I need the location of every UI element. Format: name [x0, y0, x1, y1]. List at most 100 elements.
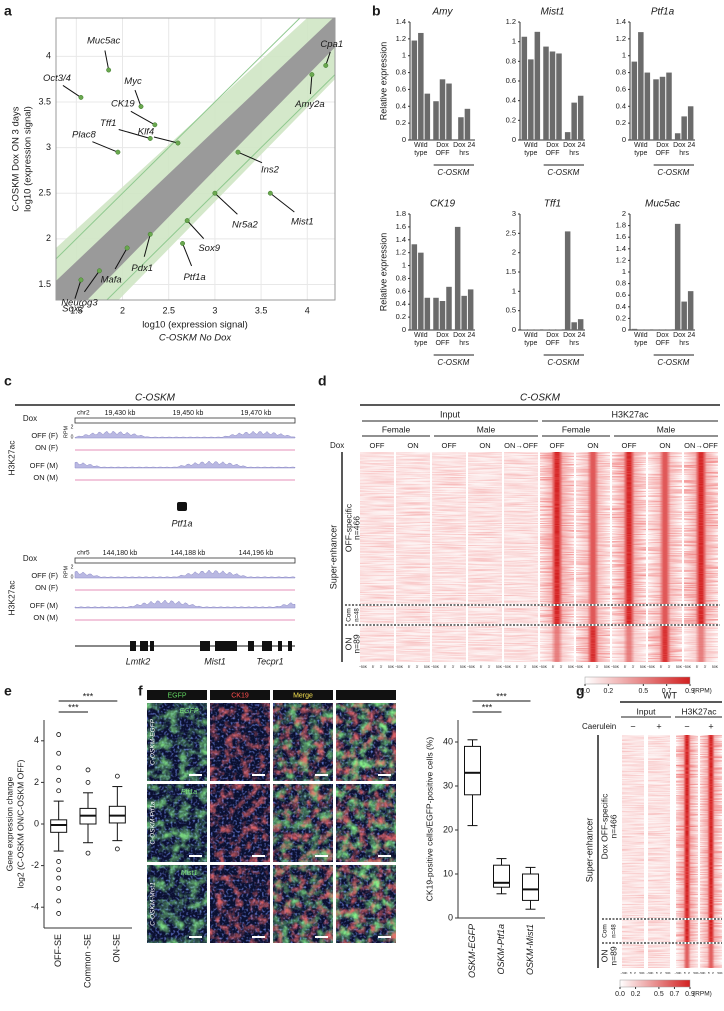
label-box: Dox 24 hrs [563, 142, 585, 157]
channel-header-bg [273, 690, 333, 700]
label-box: Dox 24 hrs [673, 332, 695, 347]
point [78, 277, 84, 283]
point [267, 190, 273, 196]
y-tick-label: 0 [34, 818, 39, 828]
leader-line [62, 84, 82, 98]
point-cloud [56, 18, 335, 300]
signal-track [74, 599, 296, 609]
channel-header: Merge [293, 692, 313, 699]
y-tick-label: 1.4 [396, 17, 406, 26]
y-tick-label: 0 [402, 325, 406, 334]
track-label: ON (M) [33, 613, 58, 622]
outlier [56, 750, 62, 756]
bar [418, 32, 424, 141]
gene-exon [262, 641, 272, 651]
bar [411, 244, 418, 330]
gene-label: Pdx1 [131, 263, 153, 274]
axis-label: 3' [380, 665, 383, 669]
heatmap-texture [700, 920, 722, 942]
gene-exon [278, 641, 282, 651]
channel-header-bg [147, 690, 207, 700]
y-tick-label: 40 [443, 736, 453, 746]
y-tick-label: 1 [512, 286, 516, 295]
point [147, 231, 153, 237]
chromosome: chr2 [77, 410, 90, 417]
significance: *** [482, 702, 493, 712]
axis-label: −50K [683, 665, 692, 669]
bar [424, 297, 431, 330]
gene-label: Mist1 [291, 217, 314, 228]
x-tick-label: Common -SE [82, 934, 92, 988]
micrograph-red [210, 784, 270, 862]
leader-line [182, 243, 193, 267]
y-tick-label: 2.5 [38, 188, 51, 198]
group-label: C-OSKM [547, 168, 579, 177]
outlier [85, 780, 91, 785]
y-tick-label: 1.8 [396, 209, 406, 218]
track-label: OFF (F) [31, 571, 58, 580]
axis-label: −50K [575, 665, 584, 669]
group-label: C-OSKM [547, 358, 579, 367]
y-tick-label: 1.5 [38, 279, 51, 289]
gene-label: Myc [124, 76, 142, 87]
y-axis-label: Relative expression [378, 42, 388, 121]
heatmap-texture [396, 626, 430, 662]
y-tick-label: 4 [46, 51, 51, 61]
group-label: Wild type [524, 332, 538, 347]
label-box: Dox OFF [545, 332, 559, 347]
heatmap-texture [648, 606, 682, 624]
track-label: ON (M) [33, 473, 58, 482]
condition-label: ON→OFF [504, 441, 538, 450]
section-label: Com [602, 924, 609, 938]
label-box: Wild type [414, 142, 428, 157]
y-tick-label: 1.2 [396, 248, 406, 257]
micrograph-green [147, 865, 207, 943]
track-label: OFF (M) [30, 601, 59, 610]
heatmap-texture [360, 606, 394, 624]
micrograph-green [147, 784, 207, 862]
axis-label: −50K [503, 665, 512, 669]
gene-label: Ptf1a [183, 272, 205, 283]
axis-label: 50K [712, 665, 719, 669]
y-tick-label: 0.2 [506, 115, 516, 124]
section-count: n=89 [608, 946, 618, 965]
y-tick-label: 2 [34, 777, 39, 787]
bar [424, 93, 431, 140]
group-label: Wild type [524, 142, 538, 157]
y-tick-label: 0 [622, 325, 626, 334]
outlier [114, 773, 120, 779]
channel-header-bg [336, 690, 396, 700]
group-label: Super-enhancer [328, 525, 338, 590]
plot-frame [55, 17, 336, 301]
y-tick-label: 1 [402, 51, 406, 60]
micrograph-red [273, 703, 333, 781]
axis-label: 5' [656, 971, 659, 975]
section-label: ON [343, 638, 353, 651]
group-label: Dox OFF [435, 142, 450, 157]
chart-title: CK19 [430, 199, 455, 210]
heatmap-texture [676, 735, 698, 918]
leader-line [118, 128, 151, 139]
bar [534, 31, 541, 140]
heatmap-texture [468, 606, 502, 624]
axis-label: 5' [372, 665, 375, 669]
y-tick-label: 0 [402, 135, 406, 144]
bar [631, 328, 638, 330]
y-tick-label: 1.5 [506, 267, 516, 276]
group-label: C-OSKM [657, 168, 689, 177]
axis-label: 50K [532, 665, 539, 669]
colorbar-unit: (RPM) [693, 688, 712, 695]
coordinate-ruler [74, 557, 296, 564]
label-box: Dox 24 hrs [453, 142, 475, 157]
axis-label: 5' [624, 665, 627, 669]
axis-label: −50K [431, 665, 440, 669]
axis-label: 3' [712, 971, 715, 975]
group-label: Super-enhancer [584, 818, 594, 883]
condition-label: OFF [442, 441, 457, 450]
panel-title: C-OSKM [135, 393, 176, 404]
significance: *** [83, 691, 94, 701]
bar [674, 223, 681, 330]
colorbar-label: 0.0 [615, 991, 625, 998]
heatmap-texture [432, 606, 466, 624]
leader-line [143, 234, 151, 257]
